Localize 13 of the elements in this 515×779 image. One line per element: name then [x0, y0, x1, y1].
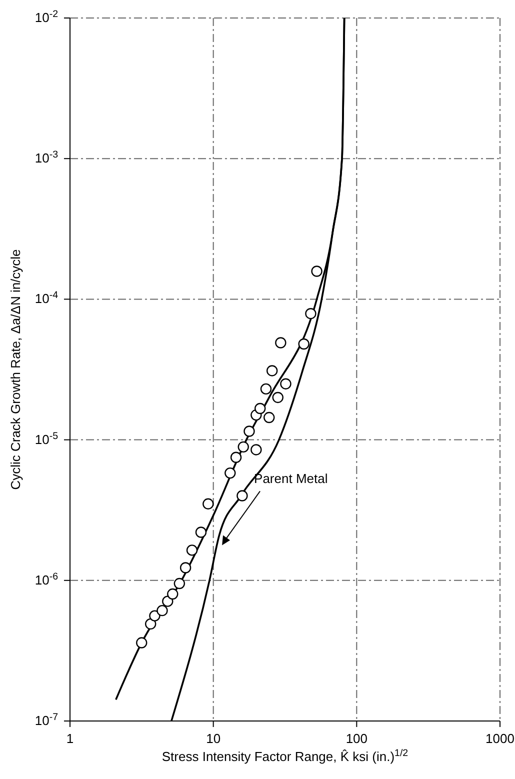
y-tick-label: 10$^{-2}$ — [34, 8, 58, 25]
annotation: Parent Metal — [254, 471, 328, 486]
y-tick-label: 10$^{-4}$ — [34, 290, 59, 306]
x-tick-label: 100 — [346, 731, 368, 746]
y-axis-title: Cyclic Crack Growth Rate, Δa/ΔN in/cycle — [8, 249, 23, 490]
y-tick-label: 10$^{-6}$ — [34, 570, 58, 588]
x-axis-title: Stress Intensity Factor Range, K̂ ksi (in.)$^{1/2}$ — [162, 748, 408, 764]
y-tick-label: 10$^{-3}$ — [34, 149, 58, 166]
y-tick-label: 10$^{-5}$ — [34, 430, 59, 447]
x-tick-label: 1000 — [486, 731, 514, 746]
x-tick-label: 1 — [66, 731, 74, 746]
y-tick-label: 10$^{-7}$ — [34, 712, 58, 728]
x-tick-label: 10 — [206, 731, 221, 746]
